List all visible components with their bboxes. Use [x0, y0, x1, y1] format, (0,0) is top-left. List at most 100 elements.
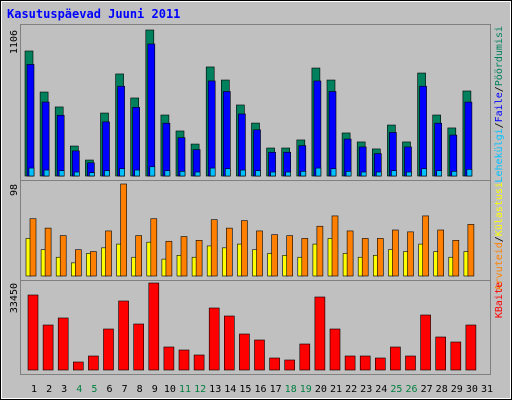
bar [435, 336, 447, 371]
bar [209, 167, 216, 177]
bar [405, 355, 416, 371]
x-tick-label: 25 [390, 384, 402, 395]
x-tick-label: 17 [270, 384, 282, 395]
bar [165, 240, 173, 277]
bar [406, 171, 412, 177]
bar [241, 220, 248, 277]
bar [419, 85, 427, 177]
x-tick-label: 18 [285, 384, 297, 395]
bar [467, 224, 475, 277]
bar [28, 167, 35, 177]
legend: Arvuteid/Külastusi [494, 182, 505, 290]
bar [103, 328, 114, 371]
bar [208, 307, 220, 371]
x-tick-label: 10 [164, 384, 176, 395]
bar [301, 238, 309, 277]
chart-title: Kasutuspäevad Juuni 2011 [7, 7, 180, 21]
legend-entry: Arvuteid [494, 242, 505, 290]
x-tick-label: 11 [179, 384, 191, 395]
bar [44, 227, 52, 277]
bar [224, 315, 235, 371]
bar [177, 137, 186, 177]
bar [300, 171, 307, 177]
bar [359, 355, 371, 371]
x-tick-label: 2 [46, 384, 52, 395]
legend-separator: / [494, 122, 505, 128]
x-tick-label: 1 [31, 384, 37, 395]
bar [392, 229, 399, 277]
x-tick-label: 26 [405, 384, 417, 395]
bar [57, 317, 69, 371]
bar [465, 324, 477, 371]
x-tick-label: 23 [360, 384, 372, 395]
bar [343, 138, 352, 177]
bar [73, 361, 84, 371]
bar [376, 238, 384, 277]
bar [104, 170, 110, 177]
bar [452, 240, 460, 277]
bar [255, 170, 261, 177]
x-tick-label: 4 [76, 384, 82, 395]
x-tick-label: 3 [61, 384, 67, 395]
bar [330, 168, 337, 177]
bar [404, 146, 412, 177]
bar [132, 107, 140, 177]
bar [299, 343, 311, 371]
bar [43, 169, 50, 177]
bar [450, 341, 462, 371]
bar [59, 235, 67, 277]
bar [285, 171, 292, 177]
y-tick-label: 33450 [9, 283, 20, 313]
bar [346, 230, 354, 277]
bar [344, 355, 356, 371]
legend-separator: / [494, 86, 505, 92]
bar [253, 129, 261, 177]
bar [207, 80, 216, 177]
bar [162, 122, 171, 177]
bar [256, 230, 263, 277]
x-tick-label: 19 [300, 384, 312, 395]
bar [75, 249, 82, 277]
bar [225, 168, 231, 177]
bar [119, 168, 125, 177]
bar [360, 171, 367, 177]
bar [89, 172, 95, 177]
bar [331, 215, 339, 277]
bar [436, 170, 443, 177]
bar [105, 230, 112, 277]
bar [29, 218, 37, 277]
bar [239, 333, 250, 371]
bar [179, 171, 186, 177]
bar [210, 219, 218, 277]
x-tick-label: 27 [421, 384, 433, 395]
legend-separator: / [494, 236, 505, 242]
bar [316, 225, 324, 277]
legend: KBaite [494, 282, 505, 318]
x-tick-label: 16 [254, 384, 266, 395]
bar [148, 282, 160, 371]
bar [358, 146, 367, 177]
bar [226, 227, 233, 277]
bar [102, 121, 110, 177]
bar [434, 122, 443, 177]
bar [27, 294, 39, 371]
bar [135, 235, 142, 277]
legend: Lehekülgi/Faile/Pöördumisi [494, 26, 505, 183]
x-tick-label: 6 [106, 384, 112, 395]
bar [314, 296, 326, 371]
legend-entry: KBaite [494, 282, 505, 318]
bar [254, 339, 265, 371]
panel-frame [20, 280, 491, 375]
bar [42, 324, 54, 371]
bar [284, 359, 296, 371]
bar [315, 167, 322, 177]
x-tick-label: 9 [152, 384, 158, 395]
bar [390, 346, 401, 371]
x-tick-label: 20 [315, 384, 327, 395]
bar [164, 170, 171, 177]
bar [240, 169, 246, 177]
bar [391, 170, 397, 177]
legend-entry: Lehekülgi [494, 128, 505, 182]
